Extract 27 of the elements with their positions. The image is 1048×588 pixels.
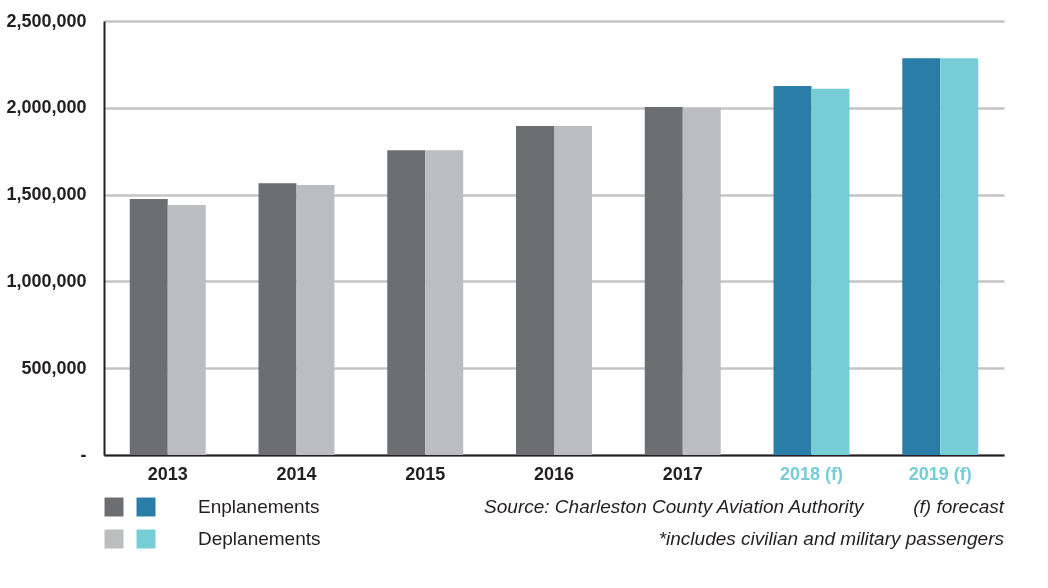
bar: [129, 198, 168, 455]
x-tick-label: 2015: [405, 463, 446, 484]
x-tick-label: 2017: [662, 463, 703, 484]
y-tick-label: 1,500,000: [6, 184, 87, 205]
bar: [387, 150, 426, 455]
bar: [258, 183, 297, 455]
bar: [773, 86, 812, 455]
text: *includes civilian and military passengers: [658, 528, 1005, 549]
bar: [902, 58, 941, 455]
x-tick-label: 2013: [147, 463, 188, 484]
x-tick-label: 2016: [533, 463, 575, 484]
legend-label: Deplanements: [198, 528, 321, 549]
x-tick-label: 2018 (f): [780, 463, 844, 484]
text: (f) forecast: [913, 496, 1005, 517]
bar: [644, 106, 683, 455]
bar: [811, 88, 850, 455]
bar: [940, 58, 979, 455]
y-tick-label: 1,000,000: [6, 270, 87, 291]
bar: [516, 126, 554, 455]
legend-label: Enplanements: [198, 496, 320, 517]
y-tick-label: 2,000,000: [6, 97, 87, 118]
y-tick-label: 2,500,000: [6, 10, 87, 31]
x-tick-label: 2019 (f): [908, 463, 972, 484]
x-tick-label: 2014: [276, 463, 317, 484]
y-tick-label: 500,000: [21, 357, 87, 378]
source-note: Source: Charleston County Aviation Authority: [484, 496, 866, 517]
y-tick-label: -: [80, 444, 87, 465]
